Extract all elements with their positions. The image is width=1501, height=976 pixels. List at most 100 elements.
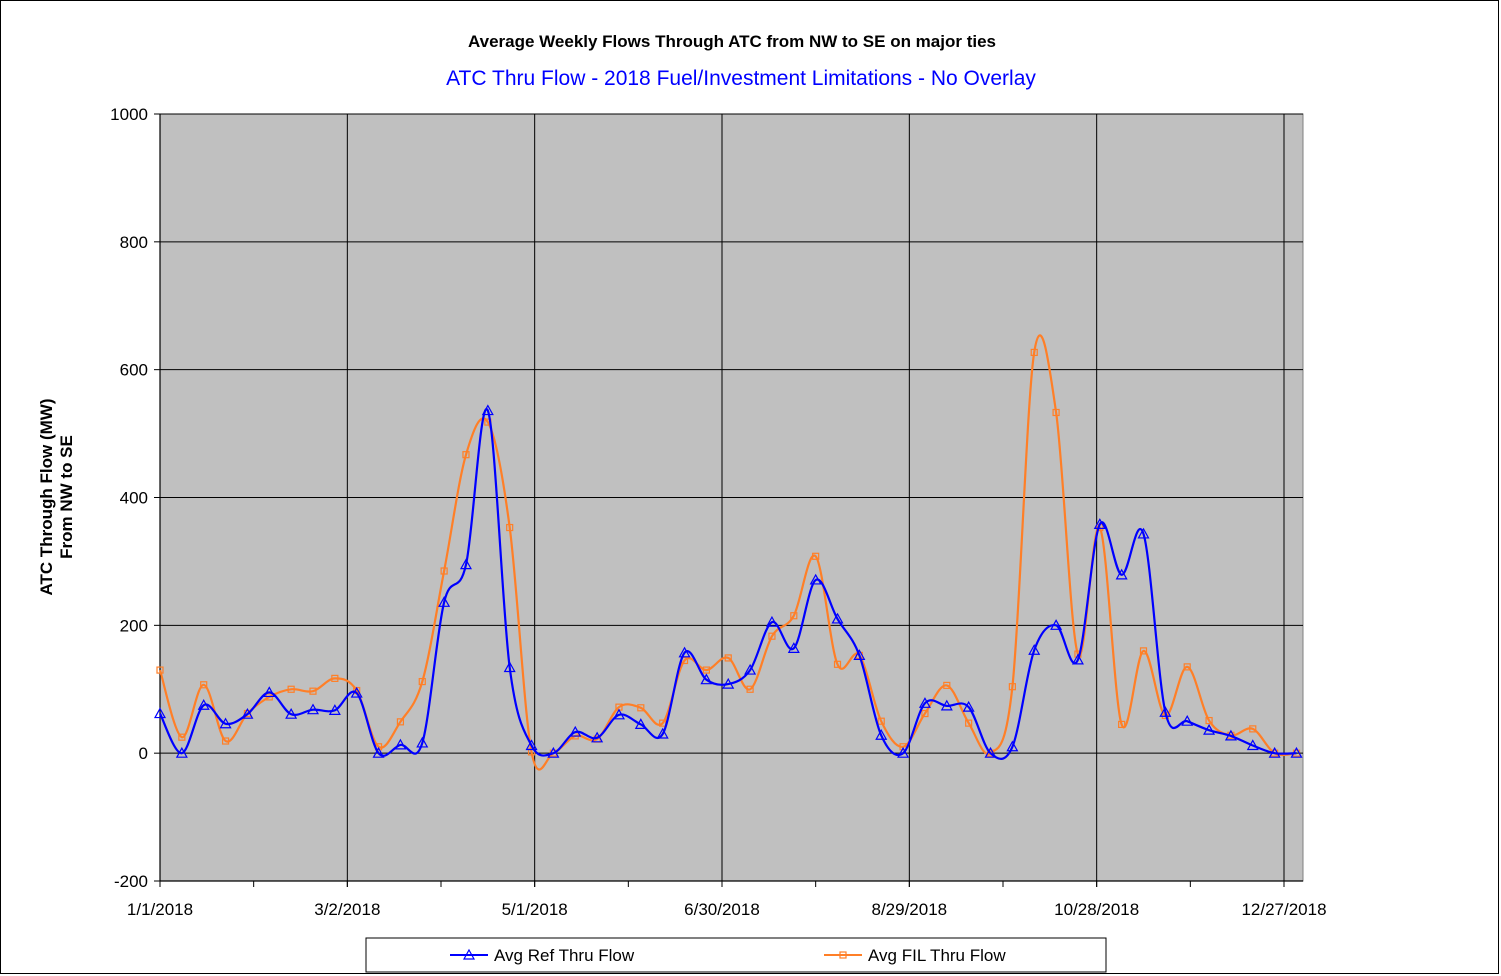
data-point bbox=[1268, 746, 1281, 758]
data-point bbox=[350, 686, 363, 698]
data-point bbox=[331, 674, 339, 682]
data-point bbox=[1181, 714, 1194, 726]
y-axis-tick-labels: -200 0 200 400 600 800 1000 bbox=[110, 105, 148, 891]
legend-box bbox=[365, 937, 1107, 973]
data-point bbox=[1093, 518, 1106, 529]
data-point bbox=[372, 746, 385, 758]
data-point bbox=[1118, 720, 1126, 729]
data-point bbox=[722, 677, 735, 689]
data-point bbox=[1137, 527, 1150, 539]
chart-title: Average Weekly Flows Through ATC from NW… bbox=[468, 32, 996, 51]
x-tick-label: 5/1/2018 bbox=[502, 900, 568, 919]
data-point bbox=[965, 719, 973, 727]
axes bbox=[159, 114, 1303, 882]
data-point bbox=[263, 686, 276, 698]
series-avg-ref-thru-flow bbox=[153, 404, 1303, 760]
legend-marker-fil bbox=[839, 951, 847, 959]
data-point bbox=[525, 739, 538, 751]
y-axis-title-line1: ATC Through Flow (MW) bbox=[37, 398, 56, 595]
data-point bbox=[853, 649, 866, 660]
data-point bbox=[787, 642, 800, 653]
data-point bbox=[875, 729, 888, 740]
data-point bbox=[1246, 739, 1259, 751]
data-point bbox=[1006, 740, 1019, 752]
y-axis-title-line2: From NW to SE bbox=[57, 435, 76, 559]
x-tick-label: 12/27/2018 bbox=[1241, 900, 1326, 919]
data-point bbox=[287, 685, 295, 693]
data-point bbox=[790, 612, 798, 620]
data-point bbox=[1008, 683, 1016, 691]
data-point bbox=[833, 660, 842, 668]
x-tick-label: 1/1/2018 bbox=[127, 900, 193, 919]
data-point bbox=[809, 573, 822, 585]
data-point bbox=[591, 731, 604, 743]
data-point bbox=[200, 681, 208, 689]
series-layer bbox=[153, 334, 1303, 771]
data-point bbox=[440, 567, 448, 575]
data-point bbox=[768, 632, 776, 640]
data-point bbox=[1139, 647, 1148, 655]
data-point bbox=[1224, 729, 1237, 741]
data-point bbox=[285, 707, 298, 719]
data-point bbox=[918, 697, 931, 708]
data-point bbox=[700, 673, 713, 685]
data-point bbox=[724, 654, 732, 662]
data-point bbox=[503, 661, 516, 673]
data-point bbox=[221, 737, 230, 745]
x-tick-label: 8/29/2018 bbox=[872, 900, 948, 919]
y-tick-label: -200 bbox=[114, 872, 148, 891]
data-point bbox=[1115, 568, 1128, 580]
series-line bbox=[159, 408, 1297, 760]
data-point bbox=[569, 725, 582, 737]
data-point bbox=[175, 746, 188, 758]
y-tick-label: 400 bbox=[120, 489, 148, 508]
data-point bbox=[394, 738, 407, 750]
data-point bbox=[547, 746, 560, 758]
data-point bbox=[481, 404, 494, 416]
x-tick-label: 10/28/2018 bbox=[1054, 900, 1139, 919]
data-point bbox=[678, 646, 691, 658]
y-tick-label: 0 bbox=[139, 744, 148, 763]
data-point bbox=[241, 707, 254, 719]
x-tick-label: 6/30/2018 bbox=[684, 900, 760, 919]
y-tick-label: 800 bbox=[120, 233, 148, 252]
data-point bbox=[178, 733, 186, 741]
data-point bbox=[765, 615, 778, 627]
data-point bbox=[1205, 716, 1213, 725]
data-point bbox=[462, 451, 470, 459]
data-point bbox=[1203, 723, 1216, 735]
data-point bbox=[1050, 619, 1063, 630]
x-tick-label: 3/2/2018 bbox=[314, 900, 380, 919]
data-point bbox=[744, 663, 757, 675]
data-point bbox=[1052, 408, 1060, 417]
data-point bbox=[1159, 706, 1172, 717]
y-axis-title: ATC Through Flow (MW) From NW to SE bbox=[37, 398, 76, 595]
data-point bbox=[506, 523, 514, 532]
data-point bbox=[984, 746, 997, 758]
data-point bbox=[897, 746, 910, 758]
data-point bbox=[396, 718, 405, 726]
data-point bbox=[940, 699, 953, 711]
data-point bbox=[156, 666, 164, 674]
data-point bbox=[656, 727, 669, 739]
data-point bbox=[962, 700, 975, 712]
data-point bbox=[1071, 653, 1084, 665]
data-point bbox=[943, 681, 951, 690]
data-point bbox=[634, 718, 647, 730]
data-point bbox=[459, 558, 472, 570]
data-point bbox=[877, 717, 885, 725]
data-point bbox=[438, 596, 451, 607]
data-point bbox=[1028, 644, 1041, 655]
data-point bbox=[746, 685, 754, 693]
y-tick-label: 1000 bbox=[110, 105, 148, 124]
data-point bbox=[309, 687, 317, 695]
data-point bbox=[831, 612, 844, 624]
data-point bbox=[306, 703, 320, 715]
data-point bbox=[1249, 725, 1257, 733]
legend: Avg Ref Thru Flow Avg FIL Thru Flow bbox=[365, 937, 1107, 973]
chart-subtitle: ATC Thru Flow - 2018 Fuel/Investment Lim… bbox=[446, 67, 1036, 90]
y-tick-label: 200 bbox=[120, 616, 148, 635]
data-point bbox=[612, 708, 625, 720]
